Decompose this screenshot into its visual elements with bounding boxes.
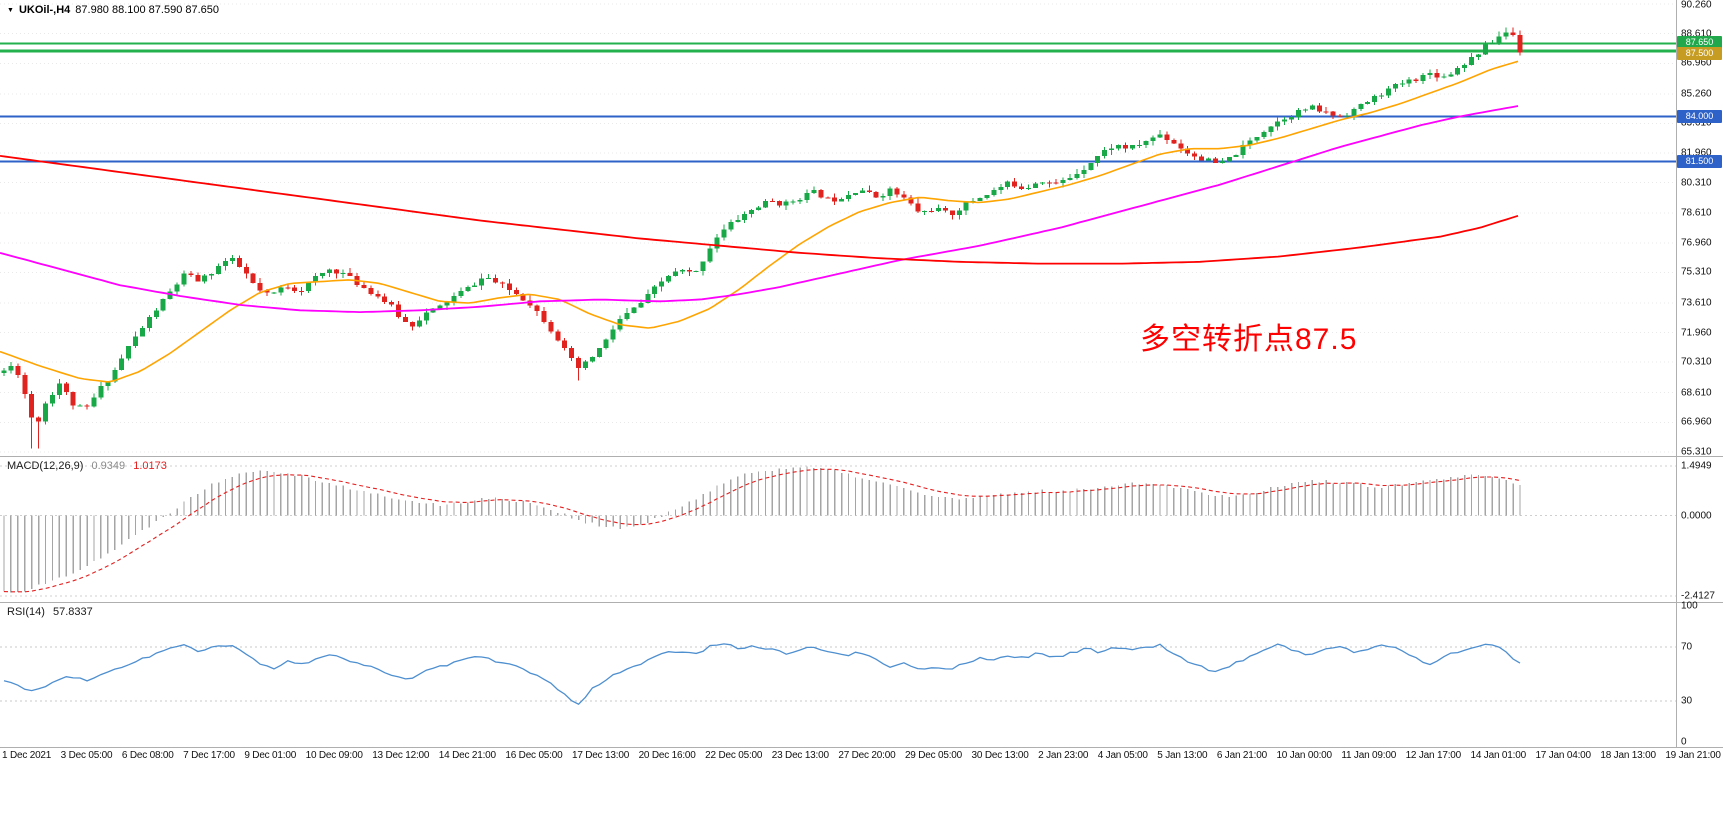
rsi-tick-label: 100 bbox=[1681, 600, 1698, 612]
time-label: 1 Dec 2021 bbox=[2, 750, 52, 761]
price-tick-label: 76.960 bbox=[1681, 237, 1712, 249]
time-label: 13 Dec 12:00 bbox=[372, 750, 430, 761]
time-label: 6 Jan 21:00 bbox=[1216, 750, 1267, 761]
time-label: 9 Dec 01:00 bbox=[244, 750, 297, 761]
time-label: 3 Dec 05:00 bbox=[60, 750, 113, 761]
horizontal-lines-layer bbox=[0, 42, 1676, 163]
price-tick-label: 70.310 bbox=[1681, 356, 1712, 368]
macd-signal-line bbox=[3, 468, 1521, 593]
time-label: 18 Jan 13:00 bbox=[1600, 750, 1656, 761]
price-tick-label: 85.260 bbox=[1681, 88, 1712, 100]
price-tick-label: 78.610 bbox=[1681, 207, 1712, 219]
time-label: 4 Jan 05:00 bbox=[1097, 750, 1148, 761]
price-tick-label: 80.310 bbox=[1681, 177, 1712, 189]
price-tick-label: 86.960 bbox=[1681, 57, 1712, 69]
time-label: 16 Dec 05:00 bbox=[505, 750, 563, 761]
rsi-indicator-label: RSI(14) 57.8337 bbox=[7, 606, 98, 618]
ohlc-values: 87.980 88.100 87.590 87.650 bbox=[75, 4, 220, 16]
ma-fast-orange bbox=[0, 60, 1519, 383]
macd-tick-label: 0.0000 bbox=[1681, 510, 1712, 522]
time-label: 14 Dec 21:00 bbox=[438, 750, 496, 761]
time-label: 19 Jan 21:00 bbox=[1665, 750, 1721, 761]
annotation-text: 多空转折点87.5 bbox=[1140, 323, 1358, 356]
macd-signal-value: 1.0173 bbox=[133, 460, 167, 472]
time-label: 2 Jan 23:00 bbox=[1038, 750, 1089, 761]
time-label: 5 Jan 13:00 bbox=[1157, 750, 1208, 761]
price-tick-label: 75.310 bbox=[1681, 266, 1712, 278]
price-tag: 87.500 bbox=[1677, 47, 1722, 61]
price-tick-label: 71.960 bbox=[1681, 327, 1712, 339]
time-label: 11 Jan 09:00 bbox=[1341, 750, 1397, 761]
price-tick-label: 88.610 bbox=[1681, 28, 1712, 40]
macd-tick-label: 1.4949 bbox=[1681, 460, 1712, 472]
time-label: 14 Jan 01:00 bbox=[1470, 750, 1527, 761]
ma-mid-magenta bbox=[0, 105, 1519, 314]
rsi-tick-label: 70 bbox=[1681, 641, 1693, 653]
time-label: 27 Dec 20:00 bbox=[838, 750, 896, 761]
time-label: 17 Dec 13:00 bbox=[571, 750, 630, 761]
time-axis[interactable]: 1 Dec 2021 3 Dec 05:00 6 Dec 08:00 7 Dec 17… bbox=[0, 750, 1723, 761]
price-tick-label: 73.610 bbox=[1681, 297, 1712, 309]
price-tick-label: 65.310 bbox=[1681, 446, 1712, 458]
chart-header: ▼ UKOil-,H4 87.980 88.100 87.590 87.650 bbox=[7, 4, 219, 16]
time-label: 17 Jan 04:00 bbox=[1535, 750, 1591, 761]
price-tick-label: 68.610 bbox=[1681, 387, 1712, 399]
rsi-layer bbox=[3, 643, 1521, 705]
time-label: 12 Jan 17:00 bbox=[1405, 750, 1462, 761]
symbol-timeframe-title: UKOil-,H4 bbox=[18, 4, 71, 16]
time-label: 23 Dec 13:00 bbox=[771, 750, 829, 761]
rsi-name: RSI(14) bbox=[7, 606, 45, 618]
time-label: 22 Dec 05:00 bbox=[705, 750, 763, 761]
candles-layer bbox=[1, 27, 1523, 449]
ma-slow-red bbox=[0, 155, 1519, 265]
price-tag: 84.000 bbox=[1677, 109, 1722, 123]
time-label: 10 Dec 09:00 bbox=[305, 750, 363, 761]
moving-averages-layer bbox=[0, 60, 1519, 383]
macd-tick-label: -2.4127 bbox=[1681, 590, 1715, 602]
macd-name: MACD(12,26,9) bbox=[7, 460, 84, 472]
rsi-line bbox=[3, 643, 1521, 705]
rsi-tick-label: 30 bbox=[1681, 695, 1693, 707]
rsi-tick-label: 0 bbox=[1681, 736, 1687, 748]
price-tag: 87.650 bbox=[1677, 36, 1722, 50]
price-tick-label: 83.610 bbox=[1681, 117, 1712, 129]
time-label: 30 Dec 13:00 bbox=[971, 750, 1029, 761]
time-label: 7 Dec 17:00 bbox=[183, 750, 235, 761]
macd-indicator-label: MACD(12,26,9) 0.9349 1.0173 bbox=[7, 460, 172, 472]
time-label: 20 Dec 16:00 bbox=[638, 750, 696, 761]
panel-separators bbox=[0, 0, 1723, 748]
price-tag: 81.500 bbox=[1677, 154, 1722, 168]
macd-layer bbox=[3, 466, 1521, 593]
grid-layer bbox=[0, 3, 1676, 702]
price-tick-label: 66.960 bbox=[1681, 416, 1712, 428]
price-tick-label: 90.260 bbox=[1681, 0, 1712, 11]
time-label: 6 Dec 08:00 bbox=[121, 750, 174, 761]
time-label: 29 Dec 05:00 bbox=[904, 750, 963, 761]
macd-main-value: 0.9349 bbox=[91, 460, 126, 472]
price-tick-label: 81.960 bbox=[1681, 147, 1712, 159]
rsi-value: 57.8337 bbox=[52, 606, 93, 618]
time-label: 10 Jan 00:00 bbox=[1276, 750, 1332, 761]
symbol-dropdown-icon[interactable]: ▼ bbox=[7, 6, 14, 14]
